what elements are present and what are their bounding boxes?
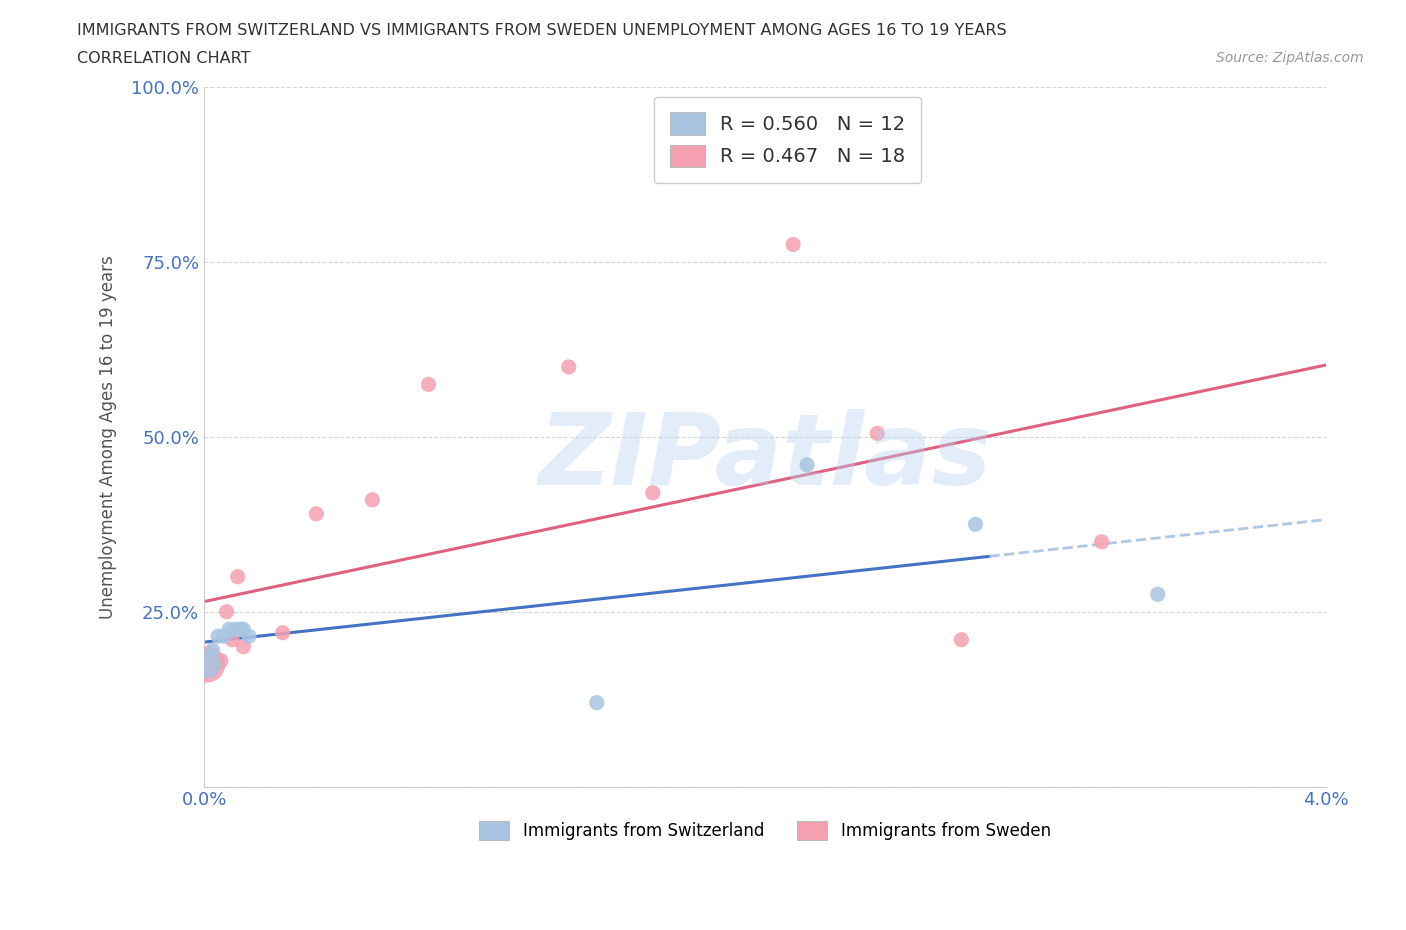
Point (238, 629, 260, 644)
Point (232, 622, 254, 637)
Point (209, 653, 232, 668)
Text: ZIPatlas: ZIPatlas (538, 409, 991, 506)
Point (585, 696, 607, 711)
Point (796, 458, 818, 472)
Text: Source: ZipAtlas.com: Source: ZipAtlas.com (1216, 51, 1364, 65)
Point (207, 629, 229, 644)
Point (195, 657, 218, 671)
Point (218, 622, 240, 637)
Point (226, 569, 249, 584)
Point (198, 664, 221, 679)
Point (361, 492, 384, 507)
Point (1091, 535, 1114, 550)
Point (215, 604, 238, 619)
Point (229, 622, 252, 637)
Legend: Immigrants from Switzerland, Immigrants from Sweden: Immigrants from Switzerland, Immigrants … (471, 812, 1059, 848)
Point (418, 377, 440, 392)
Point (641, 485, 664, 500)
Point (221, 632, 243, 647)
Text: CORRELATION CHART: CORRELATION CHART (77, 51, 250, 66)
Y-axis label: Unemployment Among Ages 16 to 19 years: Unemployment Among Ages 16 to 19 years (100, 255, 117, 618)
Text: IMMIGRANTS FROM SWITZERLAND VS IMMIGRANTS FROM SWEDEN UNEMPLOYMENT AMONG AGES 16: IMMIGRANTS FROM SWITZERLAND VS IMMIGRANT… (77, 23, 1007, 38)
Point (557, 360, 579, 375)
Point (305, 506, 328, 521)
Point (204, 657, 226, 671)
Point (232, 639, 254, 654)
Point (782, 237, 804, 252)
Point (271, 625, 294, 640)
Point (195, 657, 218, 671)
Point (1146, 587, 1168, 602)
Point (866, 426, 889, 441)
Point (201, 643, 224, 658)
Point (950, 632, 973, 647)
Point (965, 517, 987, 532)
Point (224, 622, 246, 637)
Point (212, 629, 235, 644)
